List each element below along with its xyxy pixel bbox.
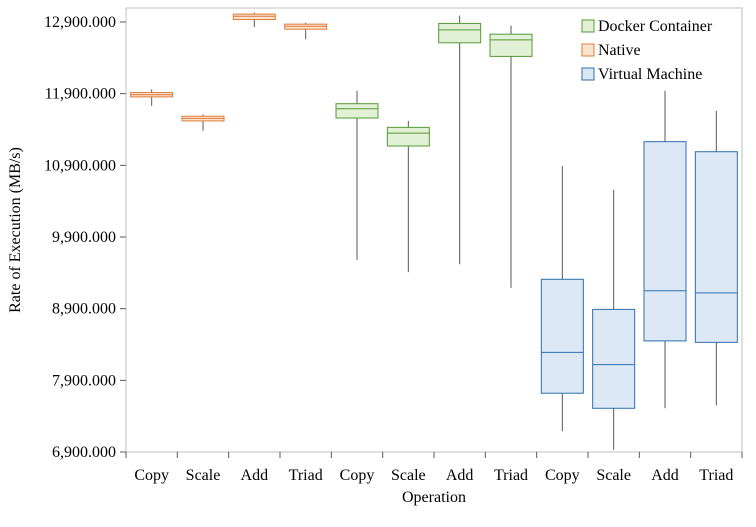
x-tick-label: Triad [494, 467, 528, 484]
box-group [438, 15, 482, 265]
legend-swatch [581, 19, 595, 33]
y-tick-label: 11,900.000 [45, 86, 116, 103]
box [643, 141, 687, 342]
plot-area [125, 7, 743, 453]
box-group [643, 90, 687, 409]
x-tick-label: Add [446, 467, 474, 484]
box-group [284, 22, 328, 40]
x-tick-label: Copy [134, 467, 169, 484]
box-group [181, 114, 225, 131]
x-tick-label: Scale [596, 467, 631, 484]
x-tick-label: Copy [545, 467, 580, 484]
legend: Docker Container Native Virtual Machine [581, 18, 713, 83]
box-group [386, 120, 430, 273]
legend-swatch [581, 43, 595, 57]
x-tick-label: Scale [391, 467, 426, 484]
y-tick-label: 12,900.000 [44, 14, 116, 31]
y-tick-label: 9,900.000 [52, 229, 116, 246]
box-series [130, 12, 738, 450]
box-group [232, 12, 276, 28]
y-tick-label: 8,900.000 [52, 301, 116, 318]
box-group [694, 110, 738, 406]
legend-label: Native [598, 42, 641, 59]
box [438, 22, 482, 44]
y-tick-label: 7,900.000 [52, 372, 116, 389]
box-group [489, 25, 533, 288]
legend-swatch [581, 67, 595, 81]
y-axis: 6,900.000 7,900.000 8,900.000 9,900.000 10,9… [44, 14, 126, 461]
box [489, 33, 533, 57]
box [592, 308, 636, 409]
box-group [540, 166, 584, 432]
box [694, 151, 738, 343]
x-tick-label: Add [241, 467, 269, 484]
box [232, 13, 276, 20]
box-group [592, 189, 636, 450]
box [335, 103, 379, 119]
box-group [130, 89, 174, 106]
x-tick-label: Triad [289, 467, 323, 484]
legend-label: Docker Container [598, 18, 713, 35]
y-tick-label: 6,900.000 [52, 444, 116, 461]
x-tick-label: Copy [340, 467, 375, 484]
y-axis-title: Rate of Execution (MB/s) [7, 147, 24, 313]
x-tick-label: Scale [186, 467, 221, 484]
y-tick-label: 10,900.000 [44, 157, 116, 174]
box [540, 278, 584, 394]
box [386, 126, 430, 147]
legend-label: Virtual Machine [598, 66, 702, 83]
box-group [335, 90, 379, 260]
x-tick-label: Triad [699, 467, 733, 484]
x-axis: Copy Scale Add Triad Copy Scale Add Triad Copy Sc… [125, 452, 743, 484]
x-axis-title: Operation [402, 489, 466, 506]
x-tick-label: Add [651, 467, 679, 484]
